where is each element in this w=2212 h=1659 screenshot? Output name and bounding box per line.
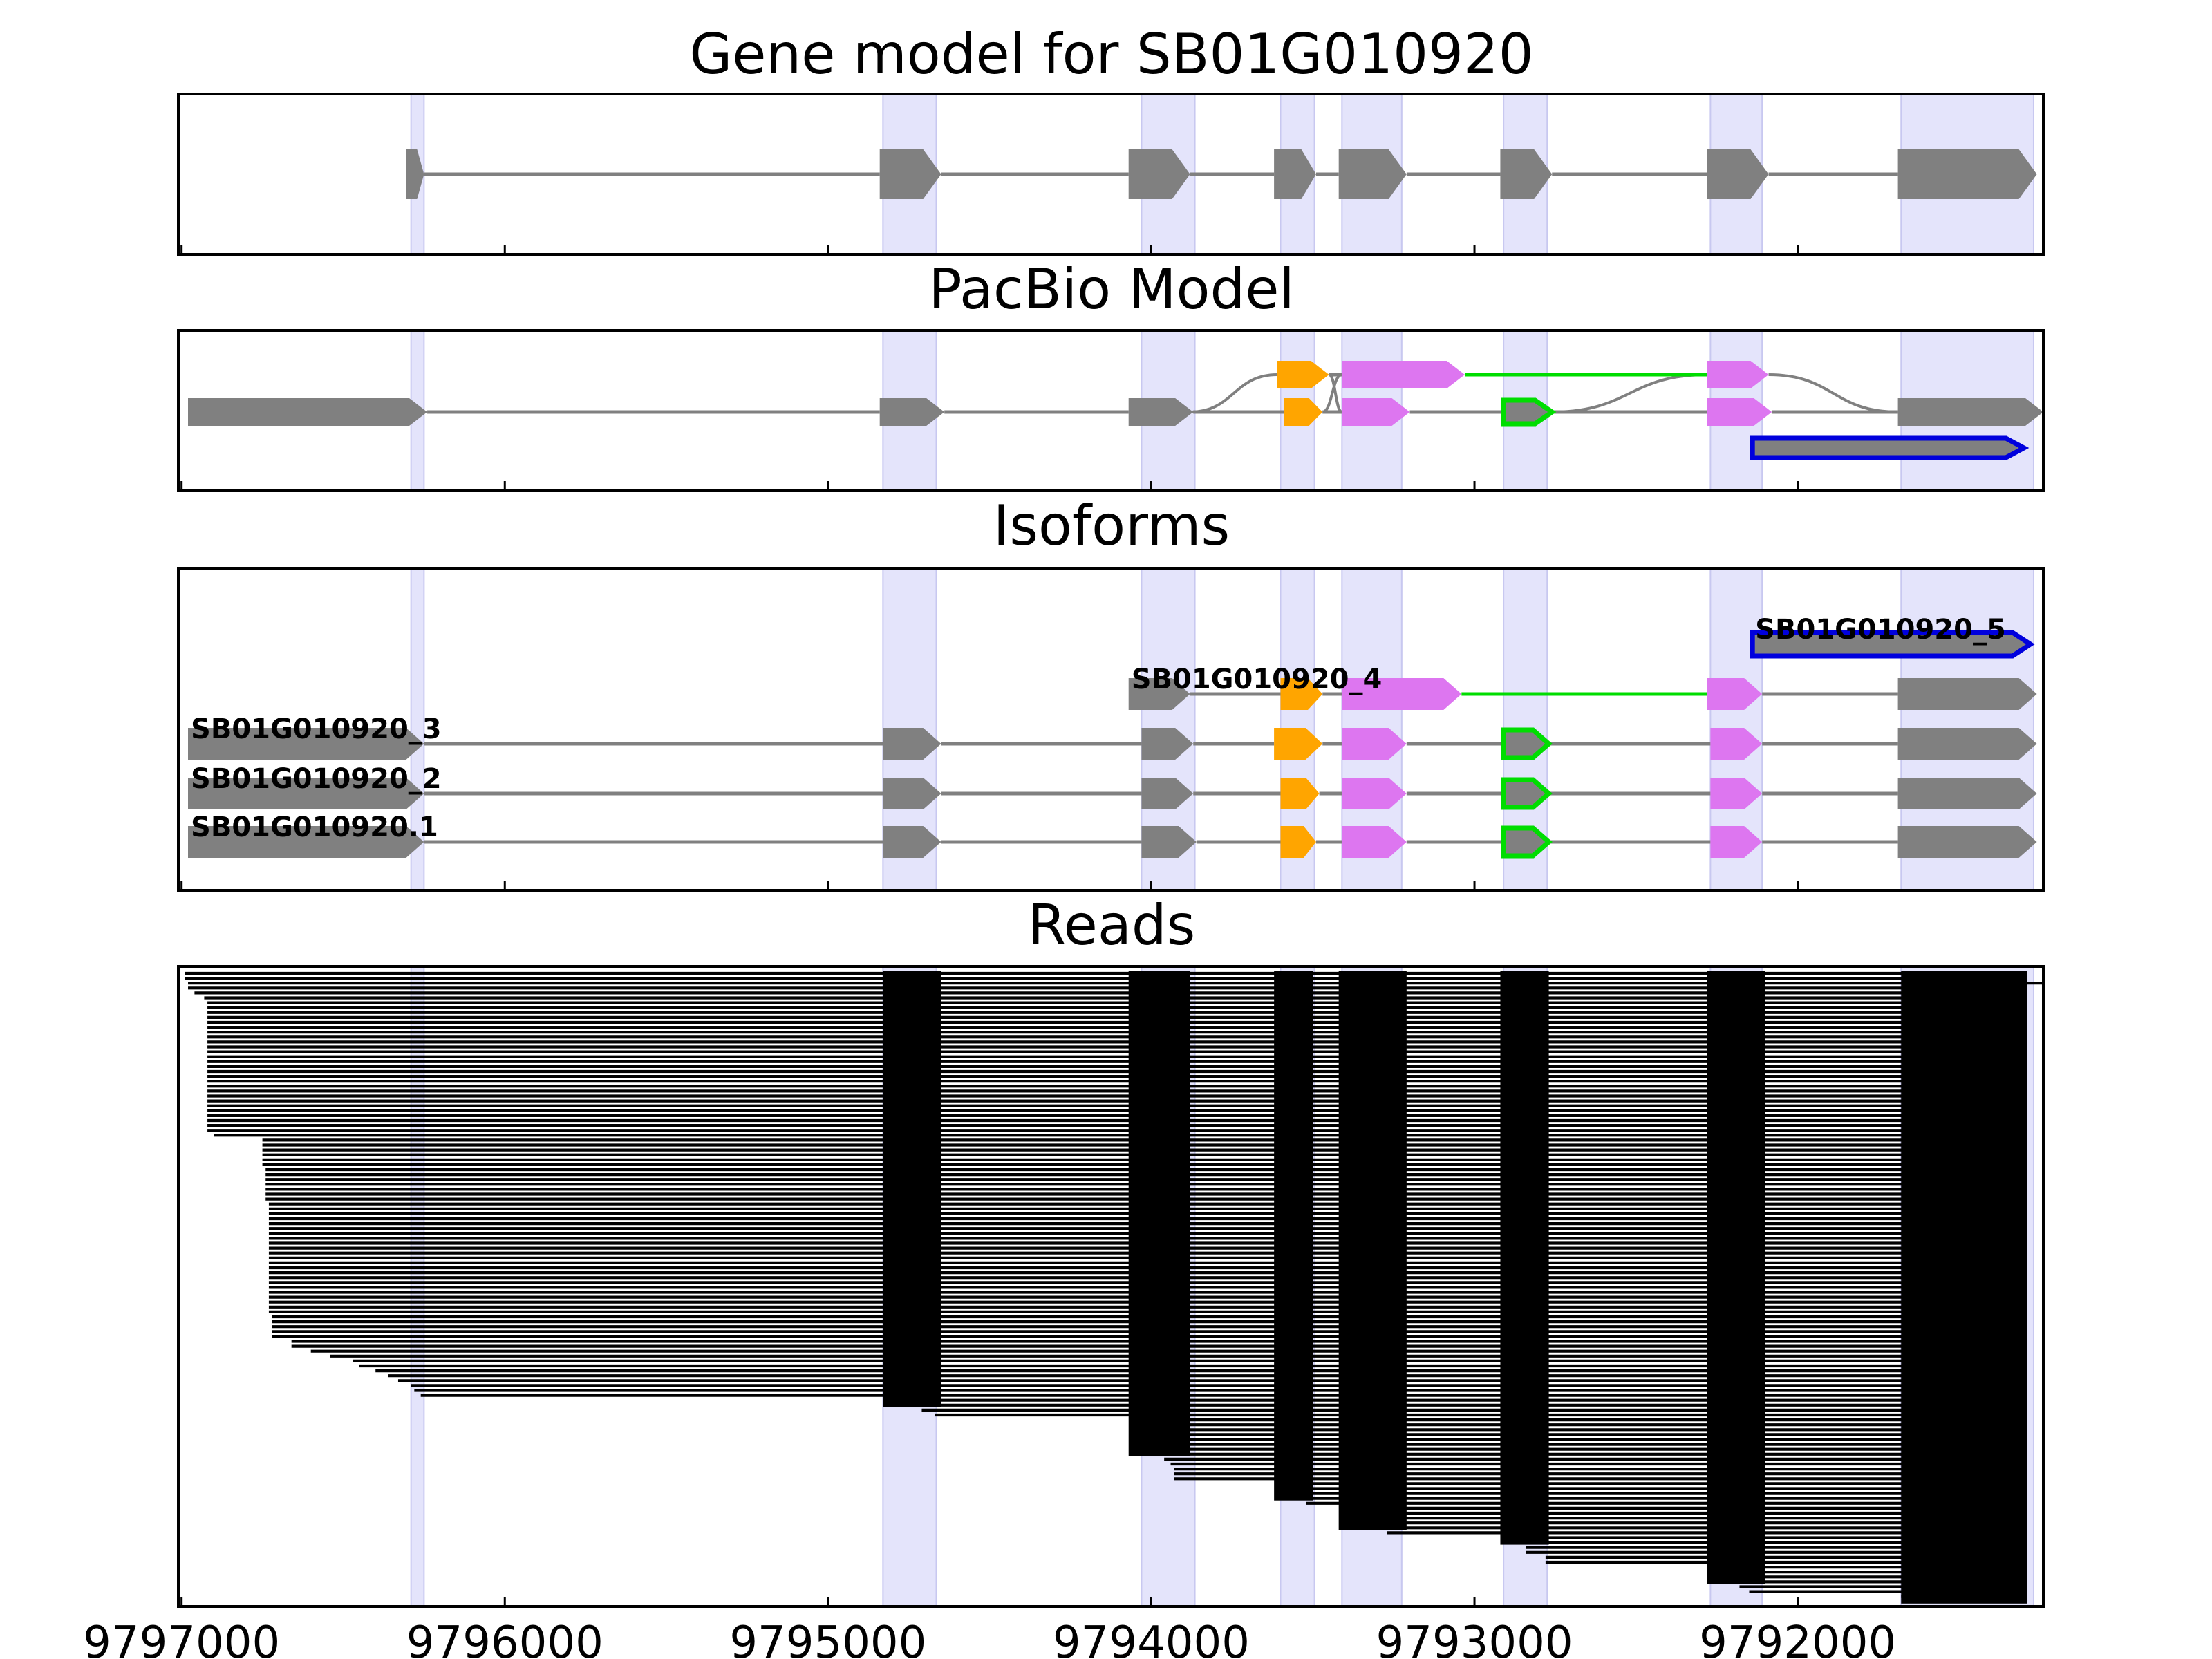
panel-gene-model: Gene model for SB01G010920 bbox=[177, 22, 2045, 256]
exon-block bbox=[1897, 826, 2037, 858]
isoform-label: SB01G010920.1 bbox=[191, 812, 438, 843]
isoform-label: SB01G010920_5 bbox=[1755, 614, 2006, 646]
isoform-row: SB01G010920_3 bbox=[188, 713, 2037, 760]
exon-block bbox=[1280, 678, 1323, 710]
isoform-row bbox=[406, 149, 2037, 199]
isoform-row: SB01G010920.1 bbox=[188, 812, 2037, 859]
x-tick-label: 9795000 bbox=[729, 1618, 926, 1659]
splice-connector bbox=[1552, 373, 1707, 413]
exon-block bbox=[1707, 678, 1763, 710]
isoform-row bbox=[1750, 435, 2030, 460]
x-tick-label: 9794000 bbox=[1053, 1618, 1250, 1659]
exon-block bbox=[1141, 826, 1197, 858]
isoform-row bbox=[188, 397, 2043, 427]
exon-block bbox=[1707, 149, 1769, 199]
isoform-row: SB01G010920_2 bbox=[188, 763, 2037, 810]
read-exon-blocks bbox=[883, 971, 2027, 1604]
exon-block bbox=[1342, 678, 1462, 710]
isoform-label: SB01G010920_2 bbox=[191, 763, 442, 795]
panel-frame bbox=[177, 329, 2045, 492]
exon-block bbox=[1897, 678, 2037, 710]
isoform-label: SB01G010920_3 bbox=[191, 713, 442, 745]
exon-block bbox=[406, 149, 424, 199]
exon-block bbox=[1128, 149, 1190, 199]
exon-block bbox=[188, 778, 424, 809]
exon-block bbox=[1141, 778, 1194, 809]
exon-block bbox=[1897, 728, 2037, 760]
exon-block bbox=[1710, 826, 1763, 858]
panel-frame bbox=[177, 93, 2045, 256]
isoform-row bbox=[1277, 361, 1769, 388]
x-tick-label: 9792000 bbox=[1699, 1618, 1896, 1659]
exon-block bbox=[1280, 778, 1320, 809]
x-axis: 9797000 9796000 9795000 9794000 9793000 97920… bbox=[83, 1618, 1896, 1659]
exon-block bbox=[1274, 149, 1316, 199]
x-tick-label: 9793000 bbox=[1376, 1618, 1573, 1659]
exon-block bbox=[1501, 397, 1557, 427]
splice-connector bbox=[1768, 373, 1898, 413]
exon-block bbox=[1274, 728, 1323, 760]
isoform-label: SB01G010920_4 bbox=[1132, 664, 1382, 695]
exon-block bbox=[1707, 361, 1769, 388]
exon-block bbox=[1897, 398, 2043, 426]
exon-block bbox=[1501, 777, 1553, 810]
exon-block bbox=[1128, 678, 1190, 710]
panel-title-pacbio-model: PacBio Model bbox=[928, 257, 1294, 321]
x-tick-label: 9796000 bbox=[406, 1618, 603, 1659]
x-tick-label: 9797000 bbox=[83, 1618, 280, 1659]
splice-connector bbox=[1190, 373, 1277, 413]
exon-block bbox=[1897, 149, 2037, 199]
panel-pacbio-model: PacBio Model bbox=[177, 257, 2045, 492]
read-exon-block bbox=[1500, 971, 1549, 1545]
isoform-row: SB01G010920_4 bbox=[1128, 664, 2037, 710]
exon-block bbox=[1342, 728, 1407, 760]
panel-title-isoforms: Isoforms bbox=[993, 494, 1230, 558]
panel-isoforms: Isoforms SB01G010920_5 SB01G010920_4 SB01G… bbox=[177, 494, 2045, 892]
exon-block bbox=[1128, 398, 1194, 426]
exon-block bbox=[1710, 728, 1763, 760]
panel-frame bbox=[177, 965, 2045, 1608]
exon-block bbox=[188, 826, 424, 858]
exon-block bbox=[1501, 727, 1553, 760]
exon-block bbox=[1277, 361, 1329, 388]
exon-block bbox=[883, 728, 941, 760]
exon-block bbox=[1710, 778, 1763, 809]
read-exon-block bbox=[1274, 971, 1313, 1501]
read-exon-block bbox=[1128, 971, 1190, 1456]
exon-block bbox=[1750, 630, 2035, 659]
exon-block bbox=[1500, 149, 1553, 199]
read-exon-block bbox=[883, 971, 941, 1407]
exon-block bbox=[1342, 398, 1410, 426]
panel-frame bbox=[177, 567, 2045, 892]
exon-block bbox=[883, 826, 941, 858]
exon-block bbox=[1897, 778, 2037, 809]
panel-title-reads: Reads bbox=[1028, 893, 1196, 957]
exon-block bbox=[188, 728, 424, 760]
exon-block bbox=[188, 398, 427, 426]
exon-block bbox=[1342, 361, 1465, 388]
exon-block bbox=[879, 149, 941, 199]
exon-block bbox=[1501, 825, 1553, 859]
exon-block bbox=[1284, 398, 1323, 426]
exon-block bbox=[1707, 398, 1772, 426]
exon-block bbox=[883, 778, 941, 809]
read-exon-block bbox=[1707, 971, 1765, 1584]
exon-block bbox=[1342, 826, 1407, 858]
read-exon-block bbox=[1338, 971, 1407, 1530]
exon-block bbox=[1338, 149, 1407, 199]
panel-reads: Reads bbox=[177, 893, 2045, 1608]
exon-block bbox=[1141, 728, 1194, 760]
panel-title-gene-model: Gene model for SB01G010920 bbox=[689, 22, 1533, 86]
exon-block bbox=[1750, 435, 2030, 460]
exon-block bbox=[1342, 778, 1407, 809]
read-exon-block bbox=[1901, 971, 2027, 1604]
isoform-row: SB01G010920_5 bbox=[1750, 614, 2035, 659]
exon-block bbox=[879, 398, 945, 426]
exon-block bbox=[1280, 826, 1316, 858]
